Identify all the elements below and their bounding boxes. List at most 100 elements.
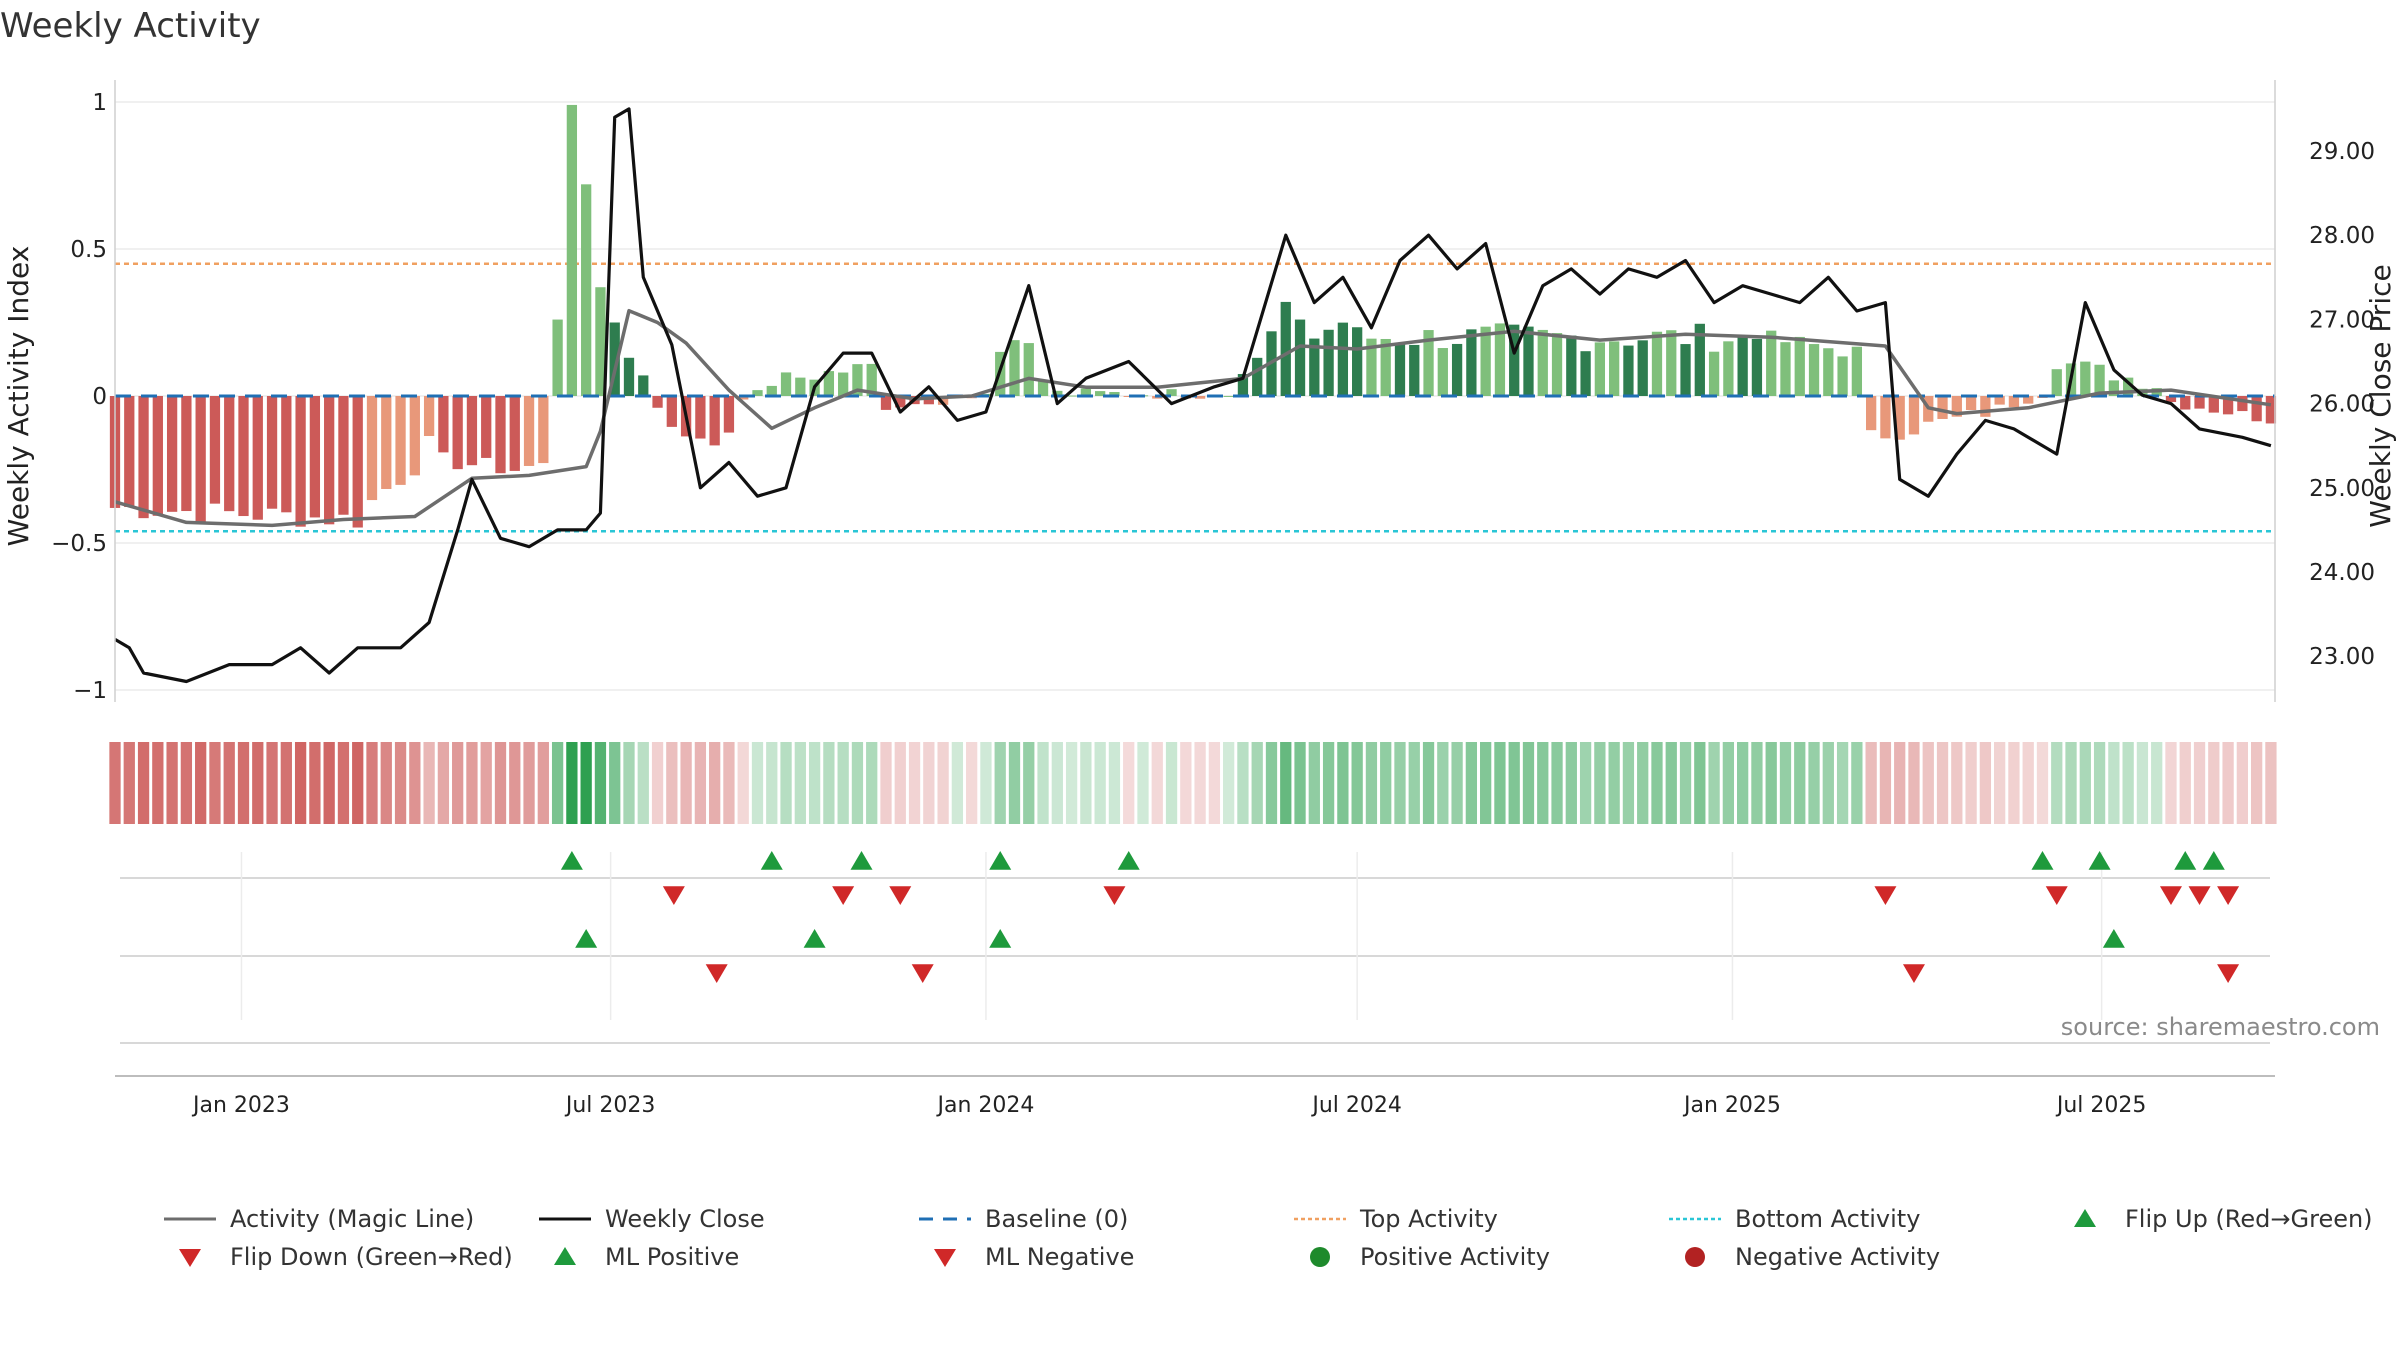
y2-tick-label: 23.00 xyxy=(2309,644,2375,670)
x-tick-label: Jul 2024 xyxy=(1310,1093,1402,1118)
legend-item: Baseline (0) xyxy=(915,1205,1128,1233)
heat-strip-cell xyxy=(1936,742,1949,824)
activity-bar xyxy=(723,396,735,433)
activity-bar xyxy=(1951,396,1962,417)
y-tick-label: 0 xyxy=(92,384,107,410)
heat-strip-cell xyxy=(1194,742,1206,824)
heat-strip-cell xyxy=(1422,742,1435,824)
heat-strip-cell xyxy=(1251,742,1263,824)
activity-bar xyxy=(1509,324,1520,396)
legend-label: Top Activity xyxy=(1360,1205,1498,1233)
x-tick-label: Jan 2025 xyxy=(1682,1093,1781,1118)
heat-strip-cell xyxy=(280,742,292,824)
heat-strip-cell xyxy=(1851,742,1863,824)
heat-strip-cell xyxy=(794,742,806,824)
activity-bar xyxy=(238,396,249,517)
activity-bar xyxy=(766,385,777,396)
ml-negative-marker xyxy=(2217,964,2240,983)
heat-strip-cell xyxy=(337,742,350,824)
activity-bar xyxy=(1109,392,1120,396)
heat-strip-cell xyxy=(1694,742,1706,824)
heat-strip-cell xyxy=(2236,742,2249,824)
heat-strip-cell xyxy=(1165,742,1178,824)
activity-bar xyxy=(338,396,349,515)
heat-strip-cell xyxy=(109,742,121,824)
heat-strip-cell xyxy=(1751,742,1763,824)
event-rows xyxy=(115,851,2275,1077)
activity-bar xyxy=(2023,396,2034,404)
heat-strip-cell xyxy=(737,742,749,824)
activity-bar xyxy=(1880,396,1891,439)
activity-bar xyxy=(1237,374,1249,396)
activity-bar xyxy=(1609,341,1620,396)
activity-bar xyxy=(2237,396,2248,412)
heat-strip-cell xyxy=(1665,742,1677,824)
heat-strip-cell xyxy=(1779,742,1792,824)
ml-negative-marker xyxy=(911,964,934,983)
activity-bar xyxy=(1708,351,1720,396)
activity-bar xyxy=(1823,348,1834,396)
activity-bar xyxy=(181,396,192,512)
heat-strip-cell xyxy=(1737,742,1749,824)
activity-bar xyxy=(937,396,949,405)
flip-up-marker xyxy=(850,851,873,870)
activity-bar xyxy=(1908,396,1920,435)
ml-positive-marker xyxy=(2102,929,2125,948)
legend-label: Flip Up (Red→Green) xyxy=(2125,1205,2373,1233)
activity-bar xyxy=(1965,396,1977,411)
heat-strip-cell xyxy=(1151,742,1163,824)
activity-bar xyxy=(638,375,649,396)
heat-strip-cell xyxy=(437,742,450,824)
activity-bar xyxy=(495,396,506,474)
activity-bar xyxy=(1166,389,1177,396)
activity-bar xyxy=(1337,322,1349,396)
activity-bar xyxy=(1366,338,1377,396)
activity-bar xyxy=(1980,396,1991,417)
chart-title: Weekly Activity xyxy=(0,6,261,46)
y-tick-label: −0.5 xyxy=(51,531,107,557)
activity-bar xyxy=(438,396,449,453)
heat-strip-cell xyxy=(1180,742,1192,824)
y2-tick-label: 29.00 xyxy=(2309,139,2375,165)
activity-bar xyxy=(509,396,520,471)
activity-bar xyxy=(652,396,663,408)
heat-strip-cell xyxy=(751,742,764,824)
activity-bar xyxy=(166,396,178,512)
heat-strip-cell xyxy=(1223,742,1235,824)
heat-strip-cell xyxy=(1322,742,1335,824)
heat-strip-cell xyxy=(651,742,664,824)
activity-bar xyxy=(2094,364,2105,396)
legend-item: Bottom Activity xyxy=(1665,1205,1920,1233)
heat-strip-cell xyxy=(2008,742,2020,824)
activity-bar xyxy=(566,104,578,396)
heat-strip-cell xyxy=(2108,742,2120,824)
heat-strip-cell xyxy=(2193,742,2206,824)
heat-strip-cell xyxy=(1822,742,1834,824)
heat-strip-cell xyxy=(637,742,649,824)
activity-bar xyxy=(780,372,792,396)
activity-bar xyxy=(1766,330,1777,396)
activity-bar xyxy=(823,371,835,396)
activity-bar xyxy=(1194,396,1206,399)
heat-strip-cell xyxy=(1551,742,1563,824)
heat-strip-cell xyxy=(1451,742,1463,824)
activity-bar xyxy=(838,372,849,396)
heat-strip-cell xyxy=(123,742,135,824)
heat-strip-cell xyxy=(1308,742,1320,824)
activity-bar xyxy=(266,396,278,509)
heat-strip-cell xyxy=(1351,742,1363,824)
activity-bar xyxy=(409,396,420,476)
ml-positive-marker xyxy=(803,929,826,948)
activity-bar xyxy=(1794,336,1805,396)
activity-bar xyxy=(452,396,463,470)
flip-down-marker xyxy=(2217,886,2240,905)
heat-strip-cell xyxy=(294,742,307,824)
legend-label: Negative Activity xyxy=(1735,1243,1941,1271)
activity-bar xyxy=(152,396,163,516)
activity-bar xyxy=(1451,343,1463,396)
heat-strip-cell xyxy=(366,742,378,824)
heat-strip-cell xyxy=(1622,742,1635,824)
legend-item: Flip Up (Red→Green) xyxy=(2055,1205,2373,1233)
dash-icon xyxy=(919,1217,971,1221)
activity-bar xyxy=(2123,377,2134,396)
